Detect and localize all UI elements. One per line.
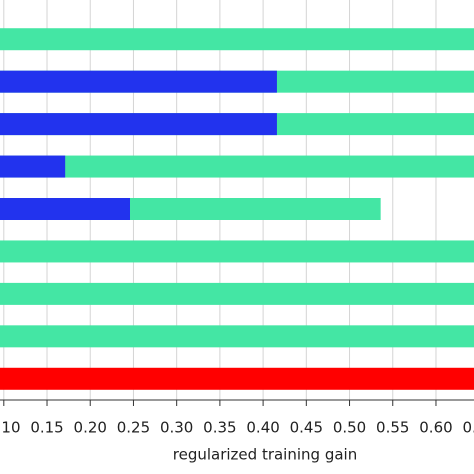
x-tick-label: 0.55 [376,419,409,437]
x-tick-label: 0.65 [462,419,474,437]
bar [0,240,474,263]
x-tick-label: 0.20 [74,419,107,437]
bar [0,28,474,51]
x-tick-label: 0.35 [203,419,236,437]
x-tick-label: 0.60 [419,419,452,437]
bar [0,155,474,178]
x-tick-label: 0.40 [246,419,279,437]
bar [0,198,130,220]
bar [0,70,277,93]
x-axis-label: regularized training gain [173,446,357,464]
x-tick-label: 0.50 [333,419,366,437]
x-tick-label: 0.45 [290,419,323,437]
x-tick-label: 0.15 [30,419,63,437]
bar [0,155,66,178]
bar [0,113,277,136]
bar [0,367,474,390]
bar [0,325,474,348]
x-tick-label: 0.10 [0,419,21,437]
x-tick-label: 0.25 [117,419,150,437]
bar [0,282,474,305]
x-tick-label: 0.30 [160,419,193,437]
